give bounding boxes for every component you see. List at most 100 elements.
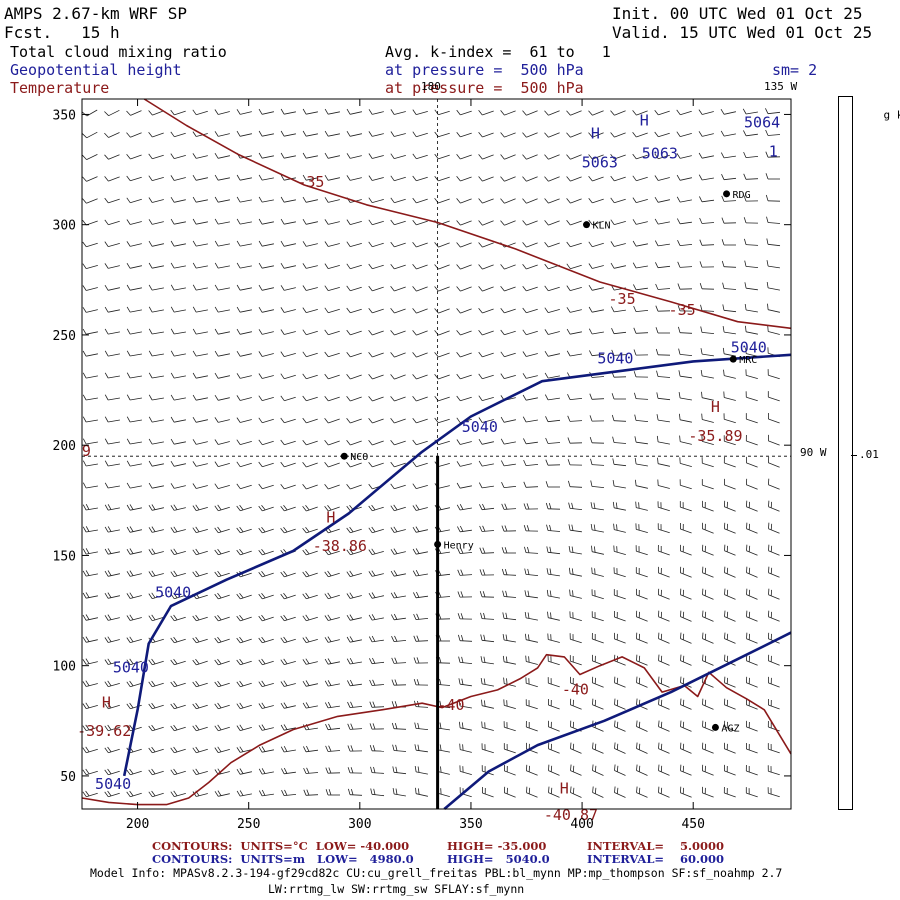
contour-label: -35.89 xyxy=(688,427,742,445)
wind-barb xyxy=(218,463,230,467)
wind-barb-flag xyxy=(214,593,219,600)
wind-barb-flag xyxy=(82,133,87,139)
wind-barb-flag xyxy=(239,504,244,511)
wind-barb-flag xyxy=(766,260,769,267)
wind-barb xyxy=(746,484,758,490)
wind-barb-flag xyxy=(239,592,244,599)
wind-barb-flag xyxy=(434,242,439,248)
wind-barb-flag xyxy=(722,326,725,333)
wind-barb-flag xyxy=(480,612,483,619)
model-info-physics: LW:rrtmg_lw SW:rrtmg_sw SFLAY:sf_mynn xyxy=(268,882,525,896)
wind-barb xyxy=(306,440,318,446)
wind-barb xyxy=(548,176,560,182)
wind-barb xyxy=(328,177,340,181)
wind-barb xyxy=(680,638,692,644)
wind-barb-flag xyxy=(192,549,197,555)
wind-barb-flag xyxy=(280,615,285,622)
wind-barb-flag xyxy=(392,744,395,751)
wind-barb-flag xyxy=(261,746,266,752)
wind-barb-flag xyxy=(324,658,329,665)
wind-barb-flag xyxy=(82,791,87,797)
wind-barb-flag xyxy=(261,592,266,599)
wind-barb xyxy=(130,704,142,710)
wind-barb xyxy=(86,375,98,379)
wind-barb-flag xyxy=(500,286,505,292)
wind-barb xyxy=(108,792,120,798)
wind-barb-flag xyxy=(479,547,483,554)
wind-barb xyxy=(504,463,516,467)
wind-barb xyxy=(174,793,186,797)
wind-barb-flag xyxy=(236,549,241,556)
wind-barb-flag xyxy=(458,678,461,685)
wind-barb xyxy=(438,176,450,182)
wind-barb-flag xyxy=(699,196,703,202)
wind-barb-flag xyxy=(104,197,109,204)
wind-barb xyxy=(702,616,714,622)
wind-barb-flag xyxy=(500,198,505,204)
wind-barb xyxy=(570,638,582,644)
wind-barb xyxy=(130,748,142,754)
wind-barb-flag xyxy=(390,352,395,358)
wind-barb xyxy=(350,177,362,181)
wind-barb-flag xyxy=(745,325,747,332)
wind-barb-flag xyxy=(192,505,197,511)
wind-barb xyxy=(130,331,142,335)
wind-barb-flag xyxy=(412,548,417,555)
wind-barb-flag xyxy=(544,132,549,138)
wind-barb xyxy=(416,771,428,775)
wind-barb-flag xyxy=(170,791,175,797)
wind-barb-flag xyxy=(170,725,175,732)
wind-barb-flag xyxy=(638,655,641,662)
wind-barb xyxy=(86,748,98,754)
wind-barb-flag xyxy=(258,373,263,379)
wind-barb xyxy=(768,418,780,424)
wind-barb-flag xyxy=(588,219,593,226)
wind-barb-flag xyxy=(148,571,153,577)
wind-barb-flag xyxy=(724,632,726,639)
wind-barb-flag xyxy=(346,571,351,577)
wind-barb-flag xyxy=(126,791,131,798)
wind-barb xyxy=(680,375,692,379)
wind-barb xyxy=(548,220,560,226)
wind-barb xyxy=(130,529,142,533)
wind-barb xyxy=(416,264,428,270)
wind-barb-flag xyxy=(236,615,241,622)
wind-barb-flag xyxy=(765,173,769,180)
wind-barb xyxy=(482,286,494,292)
wind-barb-flag xyxy=(588,154,593,160)
wind-barb-flag xyxy=(346,108,351,115)
wind-barb xyxy=(657,265,671,269)
wind-barb-flag xyxy=(460,569,464,576)
wind-barb-flag xyxy=(349,592,354,598)
wind-barb xyxy=(460,110,472,116)
wind-barb xyxy=(614,704,626,710)
wind-barb-flag xyxy=(104,681,109,687)
wind-barb xyxy=(438,242,450,248)
wind-barb-flag xyxy=(170,571,175,577)
wind-barb xyxy=(372,155,384,159)
wind-barb xyxy=(416,749,428,753)
wind-barb-flag xyxy=(170,527,175,533)
wind-barb-flag xyxy=(170,637,175,644)
wind-barb xyxy=(746,111,758,115)
wind-barb-flag xyxy=(722,347,725,354)
wind-barb-flag xyxy=(368,374,373,380)
wind-barb-flag xyxy=(148,394,153,401)
wind-barb-flag xyxy=(236,174,241,181)
wind-barb-flag xyxy=(283,702,288,708)
geopotential-height-contour xyxy=(122,353,792,777)
wind-barb xyxy=(526,110,538,116)
wind-barb xyxy=(768,594,780,600)
wind-barb-flag xyxy=(346,153,351,159)
wind-barb-flag xyxy=(192,131,197,137)
wind-barb-flag xyxy=(412,197,417,204)
wind-barb xyxy=(526,595,538,599)
wind-barb-flag xyxy=(522,198,527,204)
wind-barb xyxy=(284,265,296,269)
wind-barb xyxy=(613,463,627,467)
wind-barb-flag xyxy=(572,590,574,597)
wind-barb xyxy=(240,287,252,291)
wind-barb-flag xyxy=(324,285,329,291)
wind-barb xyxy=(130,353,142,357)
wind-barb xyxy=(680,110,692,116)
